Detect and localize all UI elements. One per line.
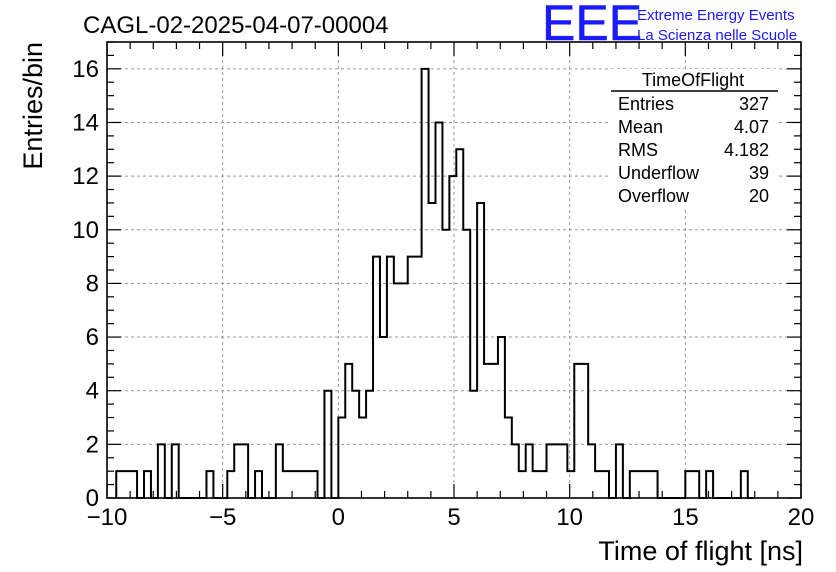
eee-logo-text: EEE (542, 0, 642, 51)
x-tick-label: 20 (788, 504, 815, 531)
logo-line-1: Extreme Energy Events (637, 7, 795, 24)
y-axis-label: Entries/bin (18, 42, 48, 170)
chart-title: CAGL-02-2025-04-07-00004 (83, 12, 389, 39)
x-tick-label: −5 (209, 504, 236, 531)
stats-label-overflow: Overflow (618, 186, 690, 206)
stats-box-title: TimeOfFlight (642, 70, 744, 90)
y-tick-label: 8 (86, 270, 99, 297)
x-tick-label: −10 (87, 504, 128, 531)
axis-ticks (106, 41, 802, 499)
y-tick-label: 0 (86, 485, 99, 512)
y-tick-label: 16 (72, 56, 99, 83)
y-tick-label: 2 (86, 431, 99, 458)
y-tick-label: 14 (72, 109, 99, 136)
stats-box: TimeOfFlight Entries 327 Mean 4.07 RMS 4… (609, 69, 778, 209)
eee-logo: EEE Extreme Energy Events La Scienza nel… (542, 0, 797, 51)
y-tick-label: 10 (72, 217, 99, 244)
y-tick-label: 6 (86, 324, 99, 351)
stats-value-mean: 4.07 (734, 117, 769, 137)
y-tick-label: 4 (86, 378, 99, 405)
stats-label-entries: Entries (618, 94, 674, 114)
logo-line-2: La Scienza nelle Scuole (637, 27, 797, 44)
stats-label-rms: RMS (618, 140, 658, 160)
stats-value-underflow: 39 (749, 163, 769, 183)
x-axis-label: Time of flight [ns] (598, 536, 803, 566)
stats-value-entries: 327 (739, 94, 769, 114)
stats-box-background (609, 69, 778, 209)
x-tick-label: 10 (556, 504, 583, 531)
tick-labels: −10 −5 0 5 10 15 20 0 2 4 6 8 10 12 14 16 (72, 56, 814, 531)
x-tick-label: 0 (332, 504, 345, 531)
stats-value-overflow: 20 (749, 186, 769, 206)
x-tick-label: 15 (672, 504, 699, 531)
y-tick-label: 12 (72, 163, 99, 190)
stats-label-mean: Mean (618, 117, 663, 137)
stats-label-underflow: Underflow (618, 163, 700, 183)
x-tick-label: 5 (447, 504, 460, 531)
stats-value-rms: 4.182 (724, 140, 769, 160)
